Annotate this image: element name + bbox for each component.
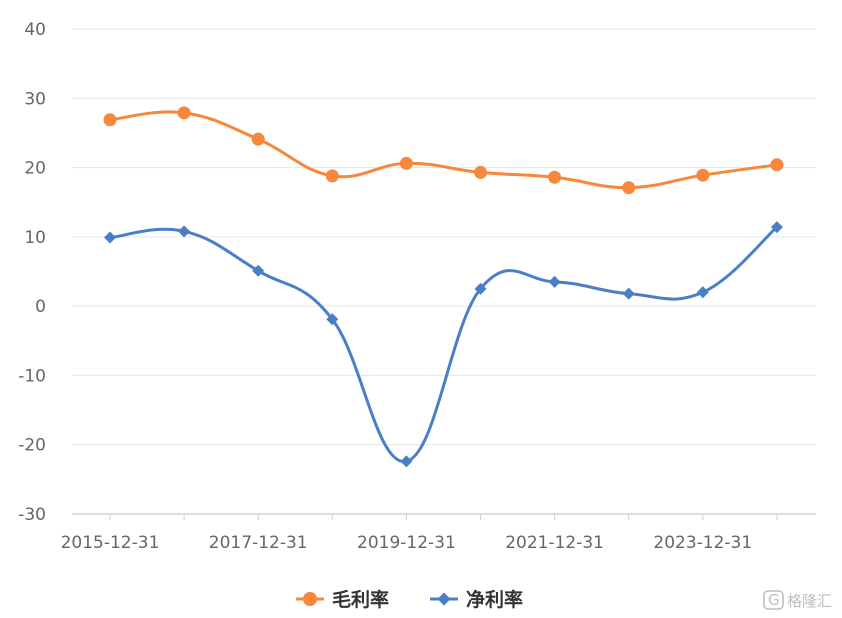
- legend-marker-diamond-icon: [437, 592, 451, 606]
- y-tick-label: -10: [18, 366, 46, 386]
- watermark-text: 格隆汇: [787, 592, 832, 610]
- watermark-logo-icon: [763, 590, 784, 610]
- data-point-diamond[interactable]: [696, 286, 709, 299]
- legend-label: 净利率: [466, 588, 523, 611]
- data-point-diamond[interactable]: [104, 231, 116, 244]
- legend-marker-circle-icon: [303, 592, 317, 606]
- data-point-circle[interactable]: [251, 132, 265, 146]
- x-tick-label: 2017-12-31: [209, 533, 308, 553]
- x-tick-label: 2023-12-31: [653, 533, 752, 553]
- y-tick-label: -30: [18, 505, 46, 525]
- legend-item-1[interactable]: 毛利率: [296, 588, 389, 611]
- y-tick-label: -20: [18, 436, 46, 456]
- series-line-2: [108, 225, 779, 463]
- x-tick-label: 2015-12-31: [61, 533, 160, 553]
- data-point-circle[interactable]: [399, 156, 413, 170]
- series-lines: [108, 110, 779, 463]
- data-point-diamond[interactable]: [548, 275, 561, 288]
- x-tick-label: 2021-12-31: [505, 533, 604, 553]
- y-tick-label: 30: [24, 89, 46, 109]
- data-point-circle[interactable]: [548, 170, 562, 184]
- data-point-diamond[interactable]: [178, 225, 191, 238]
- legend: 毛利率 净利率: [296, 588, 523, 611]
- y-tick-label: 10: [24, 228, 46, 248]
- data-point-diamond[interactable]: [622, 287, 635, 300]
- data-point-diamond[interactable]: [326, 313, 339, 326]
- x-tick-label: 2019-12-31: [357, 533, 456, 553]
- grid-lines: [72, 28, 816, 515]
- data-point-diamond[interactable]: [400, 455, 413, 468]
- data-point-diamond[interactable]: [252, 264, 265, 277]
- data-point-circle[interactable]: [325, 169, 339, 183]
- data-point-circle[interactable]: [103, 113, 117, 127]
- data-point-diamond[interactable]: [770, 221, 783, 234]
- y-tick-label: 0: [35, 297, 46, 317]
- series-line-1: [108, 110, 779, 190]
- data-point-circle[interactable]: [696, 168, 710, 182]
- series-markers: [103, 106, 784, 468]
- legend-label: 毛利率: [332, 588, 389, 611]
- watermark-logo-glyph: G: [768, 591, 780, 609]
- data-point-circle[interactable]: [474, 165, 487, 179]
- data-point-circle[interactable]: [770, 158, 784, 172]
- legend-item-2[interactable]: 净利率: [430, 588, 523, 611]
- watermark: G 格隆汇: [763, 590, 832, 610]
- data-point-circle[interactable]: [177, 106, 191, 120]
- data-point-diamond[interactable]: [474, 282, 487, 295]
- axes: 40 30 20 10 0 -10 -20 -30 2015-12-31 2017-12-31 20…: [18, 20, 816, 553]
- y-tick-label: 40: [24, 20, 46, 40]
- y-tick-label: 20: [24, 159, 46, 179]
- data-point-circle[interactable]: [622, 181, 636, 195]
